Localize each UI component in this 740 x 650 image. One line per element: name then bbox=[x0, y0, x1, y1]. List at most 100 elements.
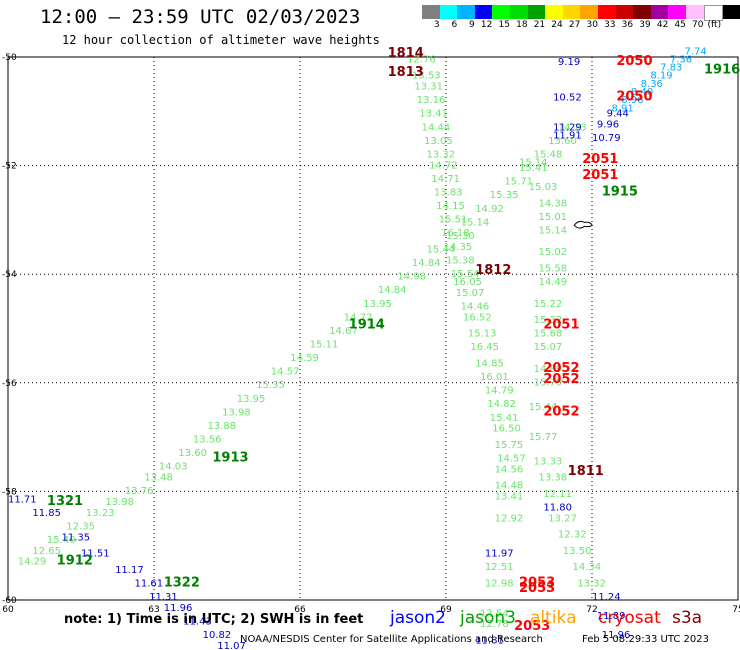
scale-swatch-6 bbox=[527, 5, 546, 19]
swh-value-label: 14.29 bbox=[18, 557, 47, 568]
swh-value-label: 11.43 bbox=[183, 616, 212, 627]
swh-value-label: 15.79 bbox=[534, 378, 563, 389]
swh-value-label: 14.85 bbox=[475, 359, 504, 370]
swh-value-label: 8.36 bbox=[641, 79, 663, 90]
swh-value-label: 15.44 bbox=[427, 244, 456, 255]
swh-value-label: 11.35 bbox=[62, 532, 91, 543]
swh-value-label: 12.78 bbox=[480, 619, 509, 630]
swh-value-label: 14.89 bbox=[534, 364, 563, 375]
scale-swatch-13 bbox=[650, 5, 669, 19]
scale-label: 39 bbox=[639, 20, 651, 30]
swh-value-label: 9.44 bbox=[607, 109, 629, 120]
satellite-jason2-label: jason2 bbox=[390, 608, 446, 628]
swh-value-label: 13.16 bbox=[417, 95, 446, 106]
swh-value-label: 15.07 bbox=[456, 288, 485, 299]
swh-value-label: 14.71 bbox=[431, 174, 460, 185]
scale-label: 15 bbox=[498, 20, 510, 30]
scale-swatch-11 bbox=[615, 5, 634, 19]
scale-swatch-14 bbox=[668, 5, 686, 19]
scale-label: 18 bbox=[516, 20, 528, 30]
swh-value-label: 11.96 bbox=[164, 603, 193, 614]
scale-swatch-8 bbox=[562, 5, 581, 19]
swh-value-label: 15.07 bbox=[534, 342, 563, 353]
swh-value-label: 11.61 bbox=[135, 578, 164, 589]
swh-value-label: 11.96 bbox=[602, 630, 631, 641]
swh-value-label: 14.03 bbox=[159, 462, 188, 473]
swh-value-label: 14.82 bbox=[487, 399, 516, 410]
scale-label: 27 bbox=[568, 20, 581, 30]
swh-value-label: 13.23 bbox=[86, 508, 115, 519]
swh-value-label: 14.72 bbox=[429, 160, 458, 171]
swh-value-label: 14.92 bbox=[475, 204, 504, 215]
swh-value-label: 14.57 bbox=[271, 367, 300, 378]
page-subtitle: 12 hour collection of altimeter wave hei… bbox=[62, 33, 380, 47]
lat-tick-label: -60 bbox=[2, 596, 17, 606]
lat-tick-label: -52 bbox=[2, 162, 17, 172]
lon-tick-label: 69 bbox=[440, 605, 452, 615]
footer-credit: NOAA/NESDIS Center for Satellite Applica… bbox=[240, 634, 543, 645]
swh-value-label: 12.51 bbox=[485, 562, 514, 573]
swh-value-label: 7.83 bbox=[660, 63, 682, 74]
swh-value-label: 15.32 bbox=[534, 315, 563, 326]
swh-value-label: 11.07 bbox=[217, 641, 246, 650]
swh-value-label: 13.88 bbox=[208, 421, 237, 432]
swh-value-label: 15.14 bbox=[519, 158, 548, 169]
swh-value-label: 12.35 bbox=[66, 521, 95, 532]
swh-value-label: 11.29 bbox=[553, 122, 582, 133]
lat-tick-label: -56 bbox=[2, 379, 17, 389]
swh-value-label: 8.96 bbox=[621, 95, 643, 106]
scale-swatch-7 bbox=[545, 5, 563, 19]
scale-swatch-16 bbox=[703, 5, 724, 21]
swh-value-label: 11.71 bbox=[8, 494, 37, 505]
swh-value-label: 13.60 bbox=[178, 448, 207, 459]
swh-value-label: 13.83 bbox=[434, 187, 463, 198]
swh-value-label: 14.98 bbox=[397, 272, 426, 283]
swh-value-label: 11.24 bbox=[592, 592, 621, 603]
swh-value-label: 16.45 bbox=[470, 342, 499, 353]
satellite-jason3-label: jason3 bbox=[460, 608, 516, 628]
scale-swatch-1 bbox=[439, 5, 458, 19]
scale-swatch-5 bbox=[509, 5, 528, 19]
pass-time-label: 1915 bbox=[602, 184, 638, 199]
swh-value-label: 12.54 bbox=[480, 608, 509, 619]
swh-value-label: 11.91 bbox=[553, 130, 582, 141]
swh-value-label: 11.81 bbox=[475, 635, 504, 646]
swh-value-label: 15.41 bbox=[490, 413, 519, 424]
swh-value-label: 15.68 bbox=[534, 329, 563, 340]
pass-time-label: 2051 bbox=[543, 318, 579, 333]
swh-value-label: 15.35 bbox=[490, 190, 519, 201]
swh-value-label: 14.44 bbox=[422, 122, 451, 133]
satellite-s3a-label: s3a bbox=[672, 608, 703, 628]
swh-value-label: 13.50 bbox=[563, 546, 592, 557]
swh-value-label: 15.77 bbox=[529, 432, 558, 443]
scale-label: 12 bbox=[480, 20, 493, 30]
swh-value-label: 7.36 bbox=[670, 54, 692, 65]
swh-value-label: 13.31 bbox=[414, 82, 443, 93]
scale-label: (ft) bbox=[707, 20, 722, 30]
swh-value-label: 15.51 bbox=[439, 215, 468, 226]
swh-value-label: 15.48 bbox=[534, 149, 563, 160]
swh-value-label: 11.85 bbox=[32, 508, 61, 519]
swh-value-label: 14.49 bbox=[538, 277, 567, 288]
lat-tick-label: -50 bbox=[2, 53, 17, 63]
scale-label: 9 bbox=[469, 20, 475, 30]
scale-swatch-4 bbox=[492, 5, 510, 19]
swh-value-label: 14.46 bbox=[461, 301, 490, 312]
swh-value-label: 15.22 bbox=[534, 299, 563, 310]
pass-time-label: 1321 bbox=[47, 494, 83, 509]
swh-value-label: 14.23 bbox=[558, 122, 587, 133]
swh-value-label: 13.56 bbox=[193, 435, 222, 446]
swh-value-label: 15.13 bbox=[468, 329, 497, 340]
swh-value-label: 13.98 bbox=[105, 497, 134, 508]
pass-time-label: 1813 bbox=[388, 65, 424, 80]
pass-time-label: 2053 bbox=[519, 581, 555, 596]
swh-value-label: 14.79 bbox=[485, 386, 514, 397]
swh-value-label: 15.30 bbox=[446, 231, 475, 242]
footnote: note: 1) Time is in UTC; 2) SWH is in fe… bbox=[64, 612, 364, 627]
swh-value-label: 13.60 bbox=[548, 136, 577, 147]
map-frame bbox=[7, 56, 739, 601]
pass-time-label: 2052 bbox=[543, 372, 579, 387]
swh-value-label: 13.38 bbox=[538, 473, 567, 484]
swh-value-label: 12.32 bbox=[558, 530, 587, 541]
